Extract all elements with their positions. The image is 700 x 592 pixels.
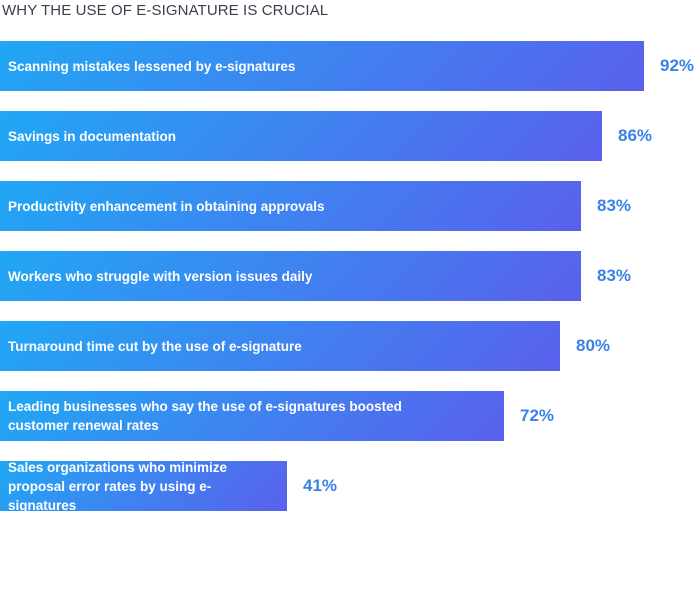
bar-row: Leading businesses who say the use of e-… [0, 391, 700, 441]
bar: Productivity enhancement in obtaining ap… [0, 181, 581, 231]
bar-row: Productivity enhancement in obtaining ap… [0, 181, 700, 231]
bar: Turnaround time cut by the use of e-sign… [0, 321, 560, 371]
bar-label: Workers who struggle with version issues… [8, 268, 313, 284]
bar-label: Sales organizations who minimize proposa… [8, 459, 228, 513]
bar-value-label: 86% [618, 126, 653, 145]
bar: Scanning mistakes lessened by e-signatur… [0, 41, 644, 91]
bar-row: Savings in documentation 86% [0, 111, 700, 161]
bar-value-label: 83% [597, 196, 632, 215]
bar-value-label: 72% [520, 406, 555, 425]
bar-label: Turnaround time cut by the use of e-sign… [8, 338, 302, 354]
bar-row: Sales organizations who minimize proposa… [0, 460, 700, 513]
bar-value-label: 80% [576, 336, 611, 355]
bar-label: Productivity enhancement in obtaining ap… [8, 198, 325, 214]
bar-label: Savings in documentation [8, 128, 177, 144]
bar-row: Workers who struggle with version issues… [0, 251, 700, 301]
bar: Sales organizations who minimize proposa… [0, 460, 287, 513]
bar-label: Scanning mistakes lessened by e-signatur… [8, 58, 296, 74]
bar-row: Scanning mistakes lessened by e-signatur… [0, 41, 700, 91]
bar-row: Turnaround time cut by the use of e-sign… [0, 321, 700, 371]
bar: Workers who struggle with version issues… [0, 251, 581, 301]
bar: Leading businesses who say the use of e-… [0, 391, 504, 441]
bar-value-label: 41% [303, 476, 338, 495]
bar-value-label: 92% [660, 56, 695, 75]
bar: Savings in documentation [0, 111, 602, 161]
chart-title: WHY THE USE OF E-SIGNATURE IS CRUCIAL [2, 2, 329, 19]
bar-value-label: 83% [597, 266, 632, 285]
bar-label: Leading businesses who say the use of e-… [8, 399, 402, 433]
